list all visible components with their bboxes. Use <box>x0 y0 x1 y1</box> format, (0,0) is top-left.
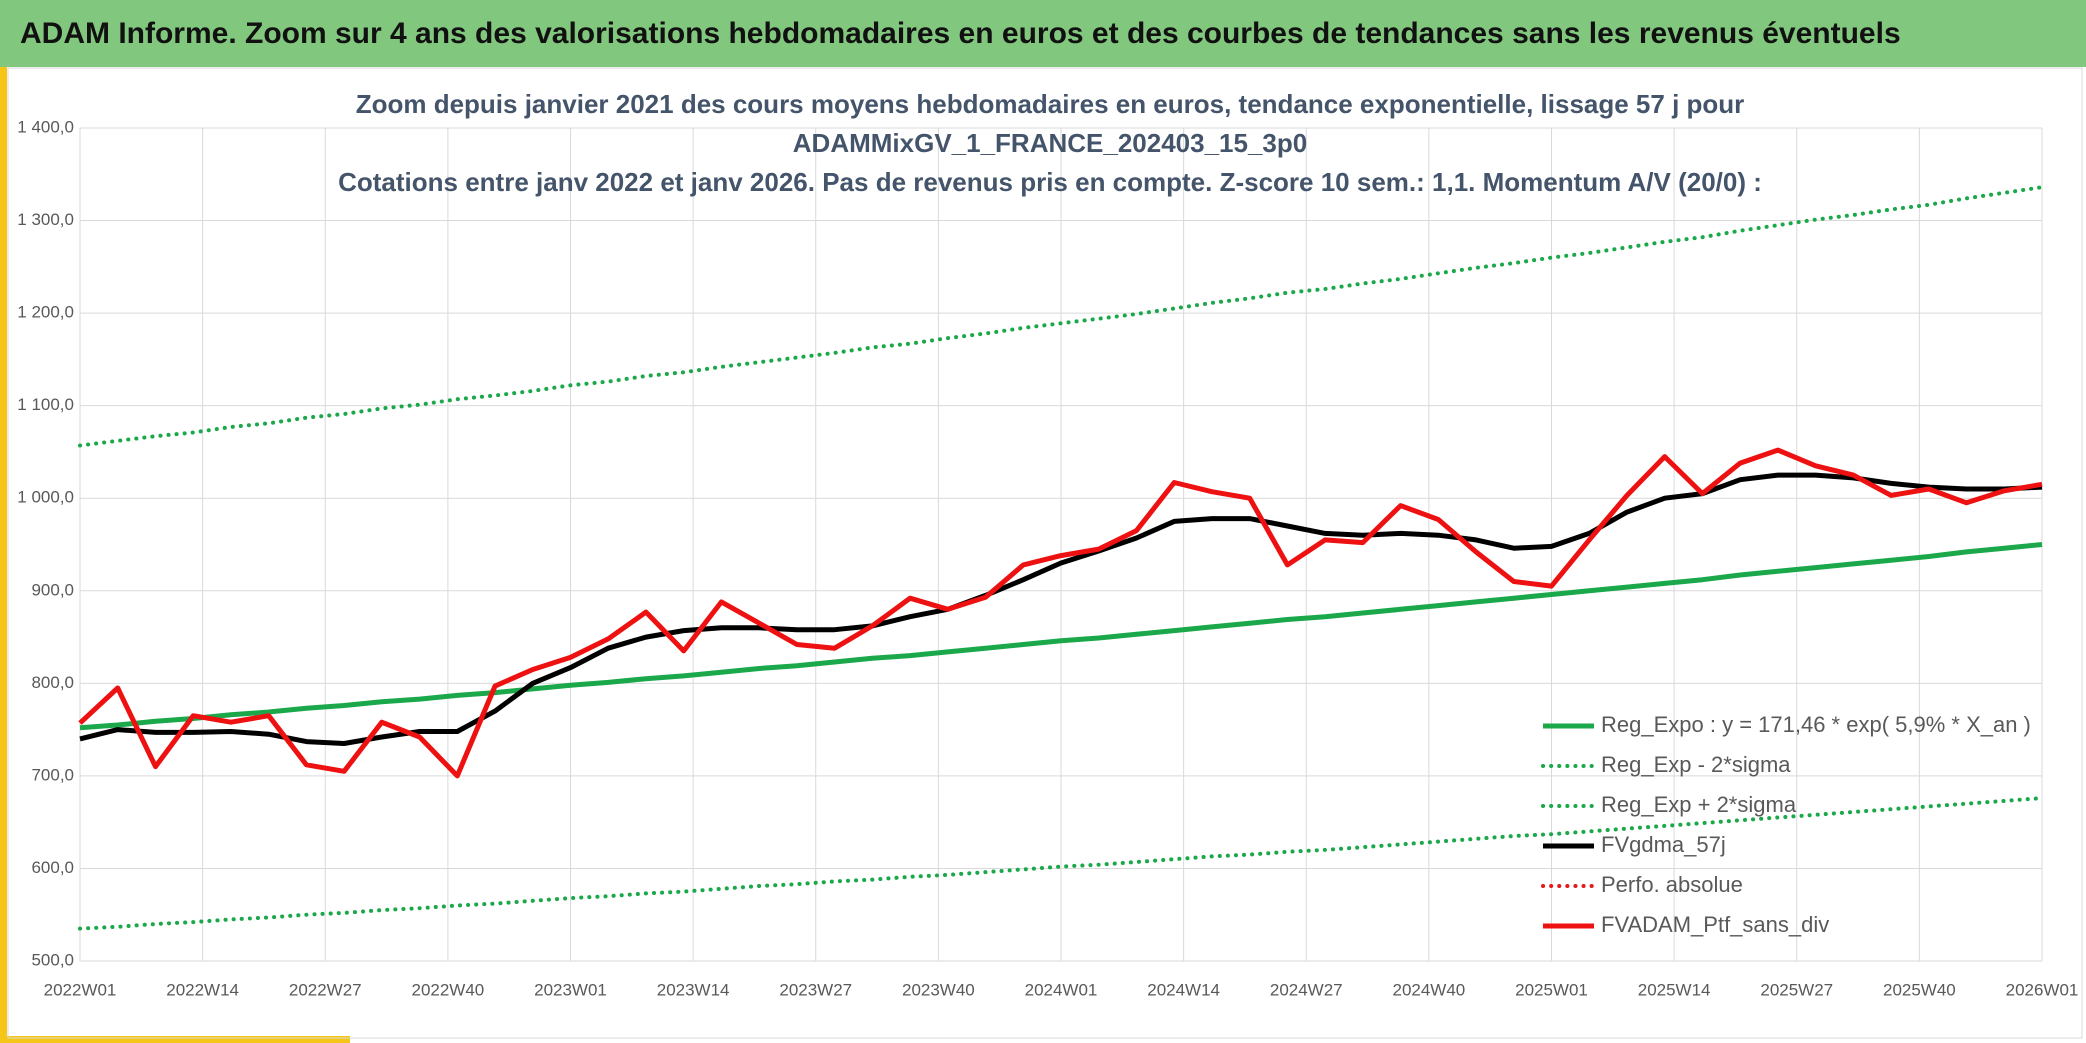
x-tick-label: 2024W14 <box>1147 980 1220 999</box>
x-tick-label: 2023W27 <box>779 980 852 999</box>
x-tick-label: 2024W01 <box>1025 980 1098 999</box>
y-tick-label: 900,0 <box>31 580 74 599</box>
lines <box>78 185 2044 931</box>
left-accent <box>0 67 7 1043</box>
x-tick-label: 2022W40 <box>411 980 484 999</box>
chart-title: Zoom depuis janvier 2021 des cours moyen… <box>356 89 1745 119</box>
legend-label: FVADAM_Ptf_sans_div <box>1601 912 1829 937</box>
legend-label: Reg_Exp + 2*sigma <box>1601 792 1797 817</box>
series-line <box>78 447 2043 779</box>
chart-title: Cotations entre janv 2022 et janv 2026. … <box>338 167 1762 197</box>
x-tick-label: 2026W01 <box>2006 980 2079 999</box>
x-tick-label: 2022W14 <box>166 980 239 999</box>
x-tick-label: 2025W40 <box>1883 980 1956 999</box>
labels: Zoom depuis janvier 2021 des cours moyen… <box>17 89 2078 1000</box>
legend-label: FVgdma_57j <box>1601 832 1726 857</box>
x-tick-label: 2024W27 <box>1270 980 1343 999</box>
legend-label: Reg_Exp - 2*sigma <box>1601 752 1791 777</box>
x-tick-label: 2025W14 <box>1638 980 1711 999</box>
x-tick-label: 2025W01 <box>1515 980 1588 999</box>
y-tick-label: 700,0 <box>31 765 74 784</box>
series-line <box>79 542 2043 731</box>
y-tick-label: 1 000,0 <box>17 488 74 507</box>
legend-label: Reg_Expo : y = 171,46 * exp( 5,9% * X_an… <box>1601 712 2031 737</box>
x-tick-label: 2023W40 <box>902 980 975 999</box>
grid <box>79 127 2043 962</box>
y-tick-label: 1 300,0 <box>17 210 74 229</box>
x-tick-label: 2022W27 <box>289 980 362 999</box>
x-tick-label: 2022W01 <box>44 980 117 999</box>
y-tick-label: 1 100,0 <box>17 395 74 414</box>
chart-frame <box>7 67 2083 1039</box>
x-tick-label: 2023W01 <box>534 980 607 999</box>
x-tick-label: 2025W27 <box>1760 980 1833 999</box>
y-tick-label: 1 400,0 <box>17 117 74 136</box>
x-tick-label: 2023W14 <box>657 980 730 999</box>
x-tick-label: 2024W40 <box>1392 980 1465 999</box>
y-tick-label: 800,0 <box>31 673 74 692</box>
series-line <box>78 185 2044 448</box>
y-tick-label: 500,0 <box>31 950 74 969</box>
header-title: ADAM Informe. Zoom sur 4 ans des valoris… <box>20 17 1901 50</box>
y-tick-label: 600,0 <box>31 858 74 877</box>
bottom-accent <box>0 1036 350 1043</box>
y-tick-label: 1 200,0 <box>17 303 74 322</box>
header-bar <box>0 0 2086 67</box>
chart-title: ADAMMixGV_1_FRANCE_202403_15_3p0 <box>793 128 1307 158</box>
legend-label: Perfo. absolue <box>1601 872 1743 897</box>
